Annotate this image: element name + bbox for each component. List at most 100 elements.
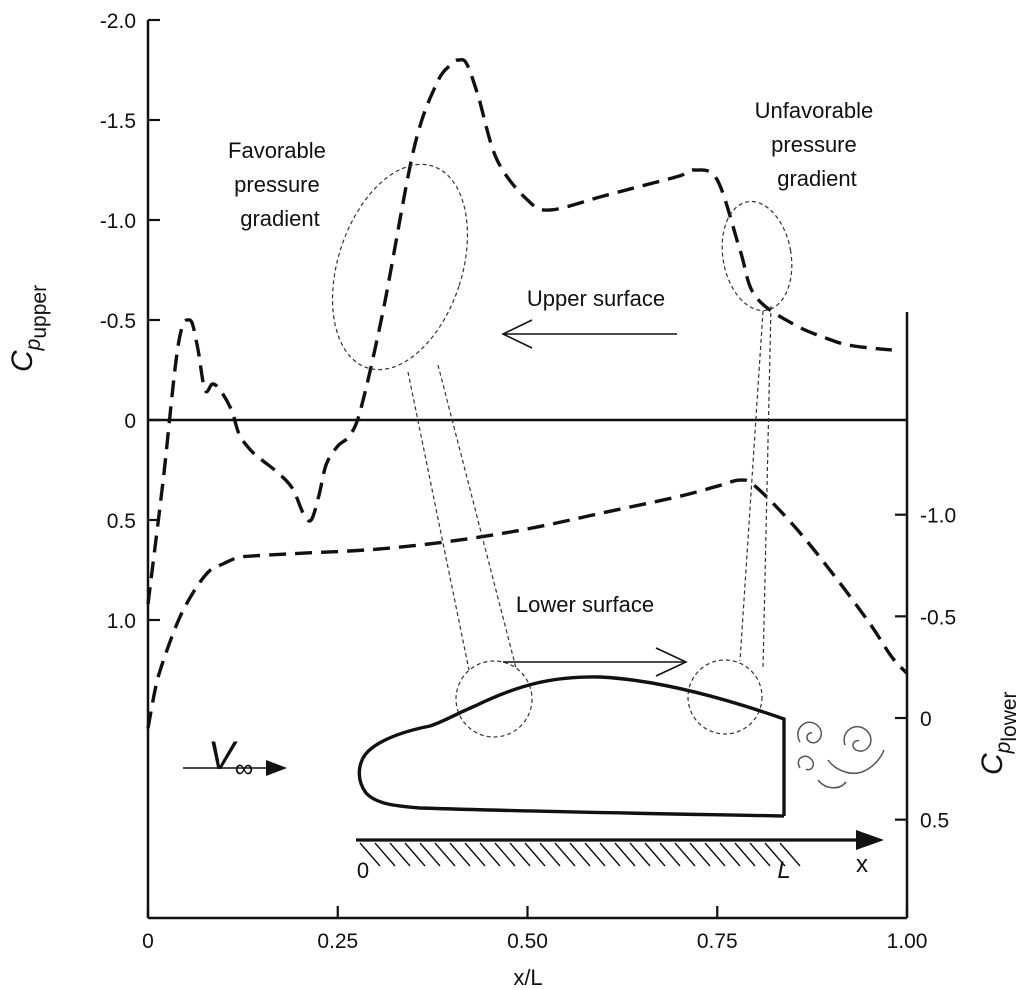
ground-hatch-stroke — [629, 842, 651, 867]
ground-hatch-stroke — [599, 842, 621, 867]
x-tick-label: 0 — [142, 930, 154, 953]
connector-line-right-a — [739, 310, 764, 662]
unfavorable-line-1: Unfavorable — [755, 98, 874, 123]
lower-surface-label: Lower surface — [516, 592, 654, 617]
ground-hatch-stroke — [659, 842, 681, 867]
wake-vortices — [797, 721, 885, 789]
x-tick-label: 1.00 — [887, 930, 928, 953]
ground-hatch-stroke — [389, 842, 411, 867]
lower-cp-label-sub: lower — [998, 691, 1021, 741]
upper-surface-label: Upper surface — [527, 286, 665, 311]
upper-tick-label: 0 — [124, 410, 136, 433]
wake-vortex-1 — [797, 721, 822, 744]
ground-hatch-stroke — [539, 842, 561, 867]
favorable-gradient-ellipse — [331, 163, 469, 371]
unfavorable-line-2: pressure — [771, 132, 857, 157]
upper-tick-label: 0.5 — [107, 510, 136, 533]
upper-surface-series-line — [146, 57, 892, 605]
ground-hatch-stroke — [509, 842, 531, 867]
lower-tick-label: -0.5 — [920, 606, 956, 629]
x-tick-label: 0.25 — [317, 930, 358, 953]
upper-cp-axis: -2.0 -1.5 -1.0 -0.5 0 0.5 1.0 Cpupper — [6, 10, 160, 918]
rear-separation-circle — [687, 659, 763, 735]
ground-hatch-stroke — [374, 842, 396, 867]
ground-hatch-stroke — [764, 842, 786, 867]
upper-tick-label: 1.0 — [107, 610, 136, 633]
favorable-line-2: pressure — [234, 172, 320, 197]
ground-hatch-stroke — [434, 842, 456, 867]
connector-line-left-b — [437, 364, 517, 669]
favorable-line-3: gradient — [240, 206, 320, 231]
ground-hatch-stroke — [734, 842, 756, 867]
favorable-line-1: Favorable — [228, 138, 326, 163]
upper-arrow-head — [501, 319, 533, 349]
lower-cp-label-main: C — [976, 753, 1009, 775]
ground-hatch-stroke — [779, 842, 801, 867]
ground-hatching — [359, 842, 801, 867]
upper-cp-label-main: C — [6, 350, 39, 372]
ground-hatch-stroke — [449, 842, 471, 867]
favorable-gradient-label: Favorable pressure gradient — [228, 138, 332, 231]
x-tick-label: 0.50 — [507, 930, 548, 953]
lower-tick-label: -1.0 — [920, 505, 956, 528]
wake-vortex-5 — [817, 779, 847, 789]
x-axis: 0 0.25 0.50 0.75 1.00 x/L — [142, 906, 927, 990]
freestream-arrow-head — [266, 760, 287, 776]
upper-tick-label: -2.0 — [100, 10, 136, 33]
ground-hatch-stroke — [674, 842, 696, 867]
front-separation-circle — [455, 660, 533, 738]
ground-hatch-stroke — [749, 842, 771, 867]
upper-cp-label-sub: upper — [28, 285, 51, 339]
ground-hatch-stroke — [359, 842, 381, 867]
ground-hatch-stroke — [704, 842, 726, 867]
upper-surface-arrow — [501, 319, 677, 349]
car-body-outline — [357, 675, 786, 818]
freestream-velocity: V∞ — [183, 734, 287, 783]
freestream-label: V∞ — [208, 734, 253, 783]
car-origin-label: 0 — [357, 858, 369, 883]
unfavorable-gradient-label: Unfavorable pressure gradient — [755, 98, 880, 191]
ground-hatch-stroke — [644, 842, 666, 867]
upper-cp-ticks: -2.0 -1.5 -1.0 -0.5 0 0.5 1.0 — [100, 10, 160, 633]
upper-cp-axis-label: Cpupper — [6, 285, 51, 372]
ground-hatch-stroke — [569, 842, 591, 867]
x-tick-label: 0.75 — [697, 930, 738, 953]
x-axis-label: x/L — [513, 965, 542, 990]
ground-hatch-stroke — [719, 842, 741, 867]
ground-hatch-stroke — [494, 842, 516, 867]
wake-vortex-4 — [827, 749, 885, 774]
ground-hatch-stroke — [479, 842, 501, 867]
lower-cp-axis: -1.0 -0.5 0 0.5 Cplower — [895, 312, 1021, 918]
lower-tick-label: 0 — [920, 708, 932, 731]
connector-line-right-b — [762, 305, 772, 670]
x-ticks: 0 0.25 0.50 0.75 1.00 — [142, 906, 927, 953]
ground-hatch-stroke — [614, 842, 636, 867]
upper-tick-label: -1.0 — [100, 210, 136, 233]
car-length-label: L — [777, 857, 790, 884]
ground-hatch-stroke — [404, 842, 426, 867]
ground-hatch-stroke — [689, 842, 711, 867]
connector-lines — [407, 305, 772, 671]
car-axis-x-label: x — [856, 851, 868, 878]
lower-surface-arrow — [503, 647, 688, 677]
car-x-axis-arrowhead — [856, 830, 884, 850]
connector-line-left-a — [407, 371, 470, 671]
unfavorable-line-3: gradient — [777, 166, 857, 191]
upper-tick-label: -1.5 — [100, 110, 136, 133]
ground-hatch-stroke — [419, 842, 441, 867]
freestream-v: V — [208, 734, 238, 778]
lower-cp-label-p: p — [992, 742, 1015, 755]
upper-tick-label: -0.5 — [100, 310, 136, 333]
upper-cp-label-p: p — [22, 339, 45, 352]
unfavorable-gradient-ellipse — [721, 200, 793, 312]
ground-hatch-stroke — [554, 842, 576, 867]
lower-surface-series-line — [146, 478, 909, 729]
lower-arrow-head — [655, 647, 688, 677]
lower-cp-axis-label: Cplower — [976, 691, 1021, 775]
ground-hatch-stroke — [584, 842, 606, 867]
ground-hatch-stroke — [524, 842, 546, 867]
ground-hatch-stroke — [464, 842, 486, 867]
lower-cp-ticks: -1.0 -0.5 0 0.5 — [895, 505, 956, 833]
wake-vortex-3 — [843, 726, 872, 752]
